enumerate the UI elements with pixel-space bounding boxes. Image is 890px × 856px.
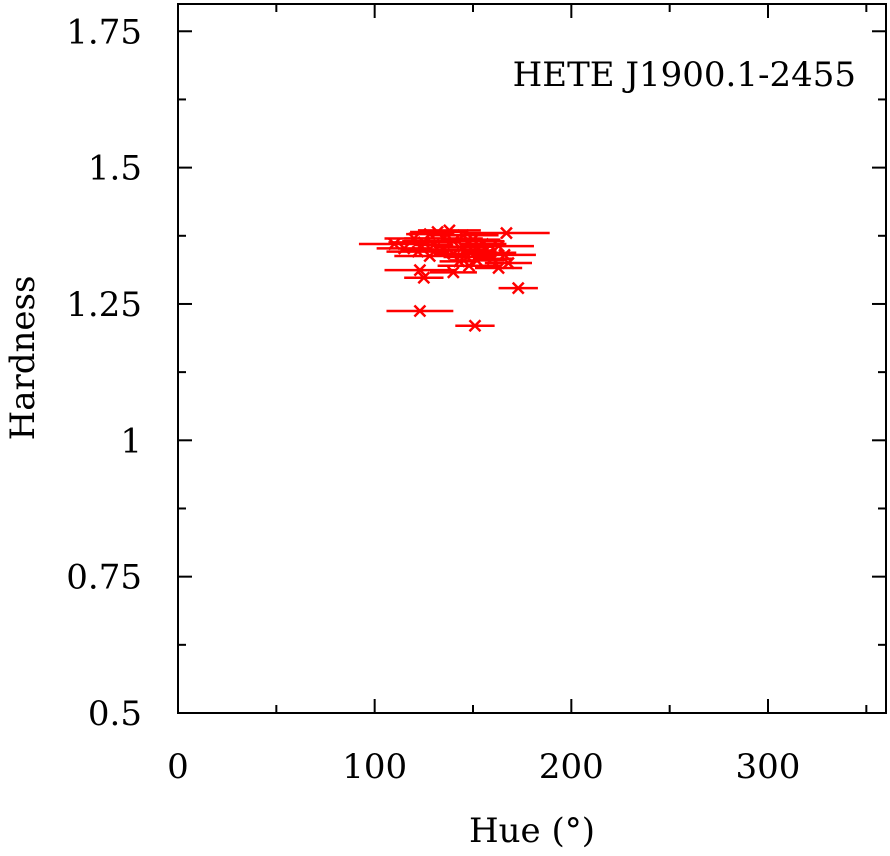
y-tick-label: 1.5 bbox=[88, 149, 142, 189]
data-point bbox=[455, 319, 495, 333]
data-point bbox=[384, 263, 456, 277]
data-point bbox=[429, 265, 477, 279]
plot-frame bbox=[177, 3, 887, 714]
data-point bbox=[498, 281, 538, 295]
y-tick-label: 1.25 bbox=[66, 285, 142, 325]
y-tick-label: 0.75 bbox=[66, 558, 142, 598]
axis-ticks bbox=[177, 4, 886, 714]
x-axis-label: Hue (°) bbox=[469, 811, 595, 851]
data-point bbox=[474, 261, 523, 275]
x-tick-label: 100 bbox=[342, 747, 407, 787]
chart-annotation: HETE J1900.1-2455 bbox=[513, 55, 856, 95]
y-tick-label: 1.75 bbox=[66, 12, 142, 52]
y-tick-label: 0.5 bbox=[88, 694, 142, 734]
data-point bbox=[463, 226, 550, 240]
x-tick-label: 300 bbox=[736, 747, 801, 787]
data-point bbox=[404, 271, 444, 285]
y-axis-label: Hardness bbox=[3, 276, 43, 441]
y-tick-label: 1 bbox=[120, 421, 142, 461]
data-point bbox=[386, 304, 454, 318]
data-point bbox=[437, 259, 501, 273]
axis-tick-labels: 0 100 200 300 0.5 0.75 1 1.25 1.5 1.75 bbox=[66, 12, 800, 787]
x-tick-label: 200 bbox=[539, 747, 604, 787]
x-tick-label: 0 bbox=[167, 747, 189, 787]
data-points bbox=[358, 223, 550, 333]
